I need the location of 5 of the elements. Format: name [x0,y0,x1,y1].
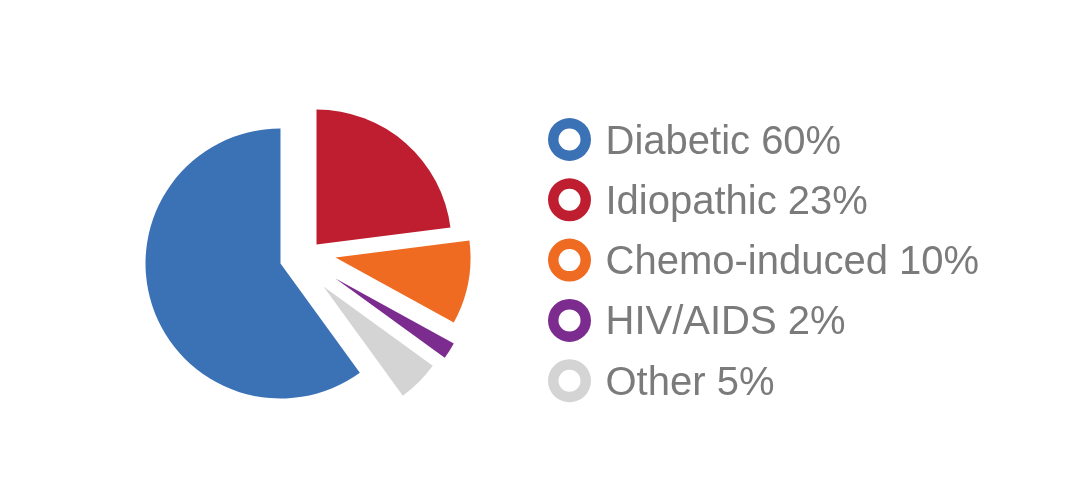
legend-label: Diabetic 60% [605,117,842,162]
legend-label: Chemo-induced 10% [605,238,980,283]
legend-label: Idiopathic 23% [605,177,868,222]
legend-label: HIV/AIDS 2% [605,298,846,343]
legend-label: Other 5% [605,358,775,403]
